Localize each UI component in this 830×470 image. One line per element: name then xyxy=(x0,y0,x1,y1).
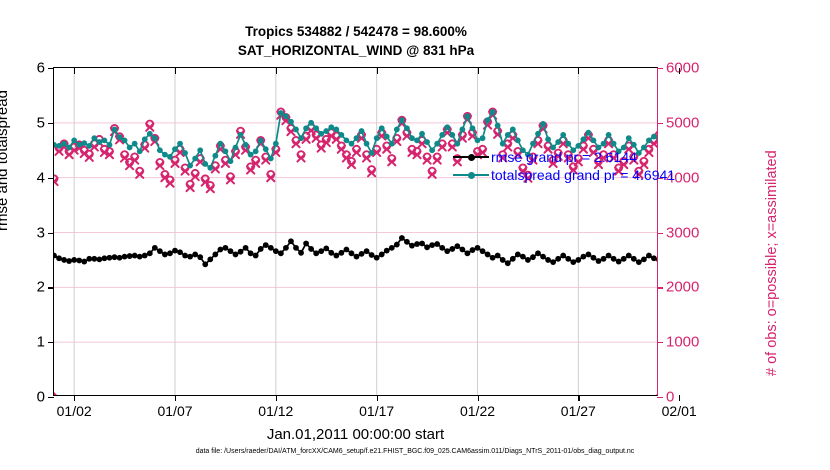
bottom-tick-label: 01/22 xyxy=(459,403,496,419)
bottom-tick-label: 01/02 xyxy=(56,403,92,419)
legend-item-rmse: rmse grand pr = 2.6144 xyxy=(452,148,684,166)
right-tick-mark xyxy=(657,287,663,289)
y-axis-title-left: rmse and totalspread xyxy=(0,90,11,231)
left-tick-mark xyxy=(48,177,54,179)
right-tick-mark xyxy=(657,68,663,70)
y-axis-title-right: # of obs: o=possible; x=assimilated xyxy=(764,150,780,376)
plot-clip-region xyxy=(54,68,657,395)
legend-marker-totalspread-icon xyxy=(452,168,490,182)
left-tick-mark xyxy=(48,122,54,125)
endpoint-markers xyxy=(54,392,657,395)
top-tick-mark xyxy=(175,68,176,74)
bottom-tick-label: 01/12 xyxy=(258,403,294,419)
plot-area: 0 1 2 3 4 5 6 0 1000 2000 3000 4000 5000 6000 01/02 0… xyxy=(37,60,700,420)
top-tick-mark xyxy=(578,68,580,74)
left-tick-label: 2 xyxy=(36,278,45,296)
right-tick-label: 2000 xyxy=(666,278,700,296)
left-tick-label: 1 xyxy=(36,333,45,351)
left-tick-mark xyxy=(48,232,54,234)
legend-label-totalspread: totalspread grand pr = 4.6941 xyxy=(491,167,676,183)
left-tick-mark xyxy=(48,342,54,344)
data-file-note: data file: /Users/raeder/DAI/ATM_forcXX/… xyxy=(195,448,635,455)
bottom-tick-mark xyxy=(74,395,76,401)
bottom-tick-mark xyxy=(175,395,177,401)
bottom-tick-label: 01/27 xyxy=(560,403,596,419)
top-tick-mark xyxy=(679,68,681,74)
chart-title-line-1: Tropics 534882 / 542478 = 98.600% xyxy=(245,24,467,39)
bottom-tick-mark xyxy=(376,395,378,401)
right-tick-label: 4000 xyxy=(666,169,700,187)
right-tick-mark xyxy=(657,122,663,125)
chart-title-line-2: SAT_HORIZONTAL_WIND @ 831 hPa xyxy=(237,43,475,58)
left-tick-label: 6 xyxy=(36,59,45,77)
legend-marker-rmse-icon xyxy=(452,150,490,164)
left-tick-label: 5 xyxy=(36,114,45,132)
bottom-tick-mark xyxy=(477,395,479,401)
top-tick-mark xyxy=(376,68,378,74)
left-tick-mark xyxy=(48,287,54,289)
data-series-layer xyxy=(54,68,657,395)
right-tick-mark xyxy=(657,342,663,344)
bottom-tick-label: 01/07 xyxy=(157,403,193,419)
left-tick-mark xyxy=(48,397,54,399)
right-tick-label: 5000 xyxy=(666,114,700,132)
legend: rmse grand pr = 2.6144 totalspread grand… xyxy=(452,148,684,184)
top-tick-mark xyxy=(477,68,479,74)
x-axis-title: Jan.01,2011 00:00:00 start xyxy=(266,426,445,443)
legend-item-totalspread: totalspread grand pr = 4.6941 xyxy=(452,166,684,184)
bottom-tick-label: 01/17 xyxy=(359,403,395,419)
series-rmse xyxy=(54,235,657,268)
left-tick-mark xyxy=(48,68,54,70)
left-tick-label: 3 xyxy=(36,224,45,241)
chart-title: Tropics 534882 / 542478 = 98.600% SAT_HO… xyxy=(0,22,712,60)
left-tick-label: 4 xyxy=(36,169,45,187)
right-tick-mark xyxy=(657,397,663,399)
left-tick-label: 0 xyxy=(36,388,45,406)
right-tick-label: 3000 xyxy=(666,224,700,241)
top-tick-mark xyxy=(275,68,277,74)
vertical-gridlines xyxy=(73,68,579,395)
bottom-tick-label: 02/01 xyxy=(661,403,697,419)
right-tick-label: 6000 xyxy=(666,59,700,77)
top-tick-mark xyxy=(74,68,76,74)
bottom-tick-mark xyxy=(275,395,278,401)
right-tick-label: 1000 xyxy=(666,333,700,351)
right-tick-mark xyxy=(657,232,663,234)
right-tick-mark xyxy=(657,177,663,179)
right-tick-label: 0 xyxy=(666,388,675,406)
bottom-tick-mark xyxy=(679,395,681,401)
bottom-tick-mark xyxy=(578,395,580,401)
legend-label-rmse: rmse grand pr = 2.6144 xyxy=(491,149,637,165)
